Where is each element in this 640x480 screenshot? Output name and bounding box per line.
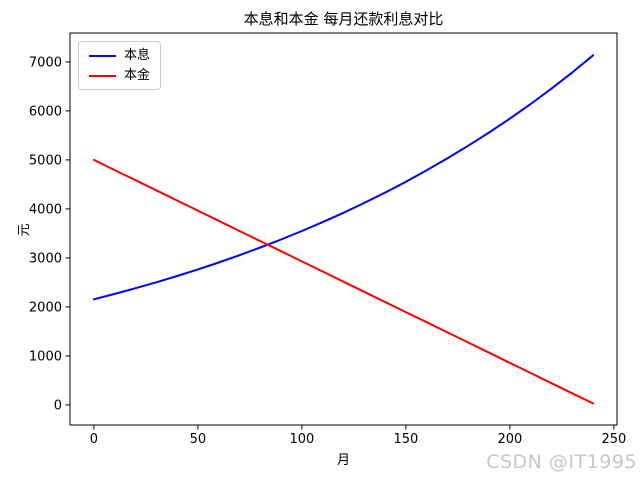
legend: 本息 本金 (78, 41, 162, 90)
x-tick-label: 150 (393, 432, 418, 447)
x-tick-label: 50 (190, 432, 207, 447)
x-tick-label: 200 (497, 432, 522, 447)
legend-item-principal: 本金 (89, 69, 150, 82)
legend-line-sample-blue (89, 54, 116, 57)
y-tick-label: 1000 (29, 349, 62, 364)
legend-label: 本息 (124, 48, 151, 63)
y-tick-label: 7000 (29, 55, 62, 70)
legend-line-sample-red (89, 74, 116, 77)
y-axis-label: 元 (17, 223, 32, 237)
axes-frame (69, 32, 618, 426)
series-line-principal (92, 158, 595, 405)
chart-title: 本息和本金 每月还款利息对比 (243, 10, 444, 28)
y-tick-label: 6000 (29, 104, 62, 119)
y-tick-label: 4000 (29, 202, 62, 217)
y-tick-label: 0 (54, 398, 62, 413)
x-tick-label: 100 (289, 432, 314, 447)
watermark: CSDN @IT1995 (486, 451, 637, 473)
y-tick-label: 5000 (29, 153, 62, 168)
y-tick-label: 3000 (29, 251, 62, 266)
x-tick-label: 0 (90, 432, 98, 447)
y-tick-label: 2000 (29, 300, 62, 315)
legend-label: 本金 (124, 68, 151, 83)
legend-item-principal-and-interest: 本息 (89, 49, 150, 62)
x-axis-label: 月 (336, 453, 350, 468)
series-line-principal-and-interest (92, 54, 595, 301)
x-tick-label: 250 (601, 432, 626, 447)
